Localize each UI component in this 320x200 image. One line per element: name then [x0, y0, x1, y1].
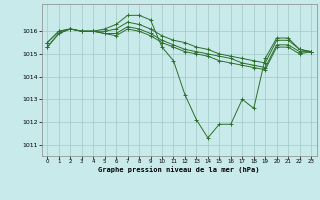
X-axis label: Graphe pression niveau de la mer (hPa): Graphe pression niveau de la mer (hPa)	[99, 166, 260, 173]
